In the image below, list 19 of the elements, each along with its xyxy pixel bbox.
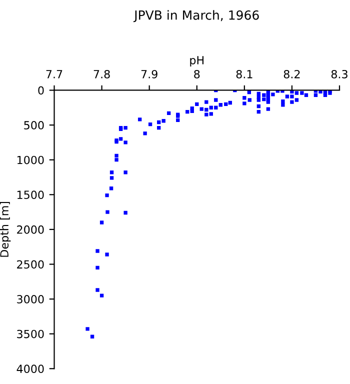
y-tick-label: 1000	[17, 156, 44, 164]
x-axis-title: pH	[190, 56, 204, 67]
x-tick-label: 8.3	[331, 70, 348, 78]
chart-title: JPVB in March, 1966	[133, 10, 259, 22]
x-tick-label: 7.7	[46, 70, 62, 78]
y-tick-label: 4000	[16, 364, 44, 374]
x-tick-label: 8	[194, 70, 200, 78]
y-axis-title: Depth [m]	[0, 202, 11, 257]
y-tick-label: 3500	[17, 330, 44, 338]
y-tick-label: 500	[24, 121, 44, 130]
y-tick-label: 0	[38, 86, 44, 95]
x-tick-label: 7.9	[141, 70, 158, 78]
y-tick-label: 2000	[17, 225, 44, 234]
y-tick-label: 3000	[17, 295, 44, 304]
x-tick-label: 8.2	[284, 70, 300, 78]
x-tick-label: 8.1	[236, 70, 252, 78]
x-tick-label: 7.8	[94, 70, 110, 78]
y-tick-label: 2500	[17, 260, 44, 269]
y-tick-label: 1500	[17, 190, 44, 200]
